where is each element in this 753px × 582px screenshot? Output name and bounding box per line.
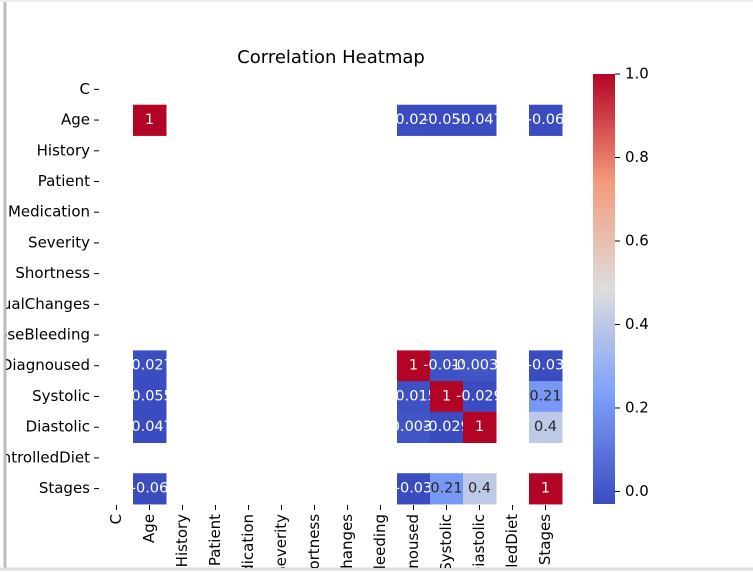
y-tick-label: Patient: [38, 172, 90, 190]
x-tick-label: Stages: [536, 514, 554, 565]
y-tick-label: ControlledDiet: [0, 448, 90, 466]
x-tick-label: NoseBleeding: [371, 514, 389, 582]
cell-label: -0.055: [423, 112, 470, 128]
y-tick-label: Shortness: [15, 264, 90, 282]
cell-label: -0.0035: [386, 419, 442, 435]
cell: [133, 473, 167, 505]
cell: [430, 381, 464, 413]
cell-label: -0.015: [390, 388, 437, 404]
cell: [529, 411, 563, 444]
y-tick-label: Diastolic: [26, 418, 90, 436]
cell-label: 1: [442, 388, 451, 404]
cell-label: -0.029: [423, 419, 470, 435]
colorbar-tick-label: 0.8: [625, 148, 649, 166]
cell: [463, 473, 497, 505]
cell: [397, 473, 431, 505]
x-tick-label: History: [173, 514, 191, 567]
cell: [430, 411, 464, 444]
cell-label: -0.03: [395, 481, 433, 497]
cell-label: -0.03: [527, 358, 565, 374]
x-tick-label: VisualChanges: [338, 514, 356, 582]
cell-label: 1: [541, 481, 550, 497]
x-tick-label: Patient: [206, 514, 224, 566]
cell-label: -0.047: [126, 419, 173, 435]
colorbar-tick-label: 0.2: [625, 398, 649, 416]
cell: [133, 411, 167, 444]
x-tick-label: Diagnoused: [404, 514, 422, 582]
colorbar-tick-label: 0.4: [625, 315, 649, 333]
y-tick-label: Age: [61, 111, 90, 129]
y-tick-label: NoseBleeding: [0, 326, 90, 344]
cell: [397, 381, 431, 413]
cell: [529, 350, 563, 382]
y-tick-label: Systolic: [32, 387, 90, 405]
cell-label: 0.21: [529, 388, 561, 404]
cell-label: -0.029: [456, 388, 503, 404]
colorbar: [593, 74, 615, 504]
cell-label: 1: [475, 419, 484, 435]
cell: [397, 350, 431, 382]
x-tick-label: Systolic: [437, 514, 455, 572]
cell-label: -0.06: [527, 112, 565, 128]
x-tick-label: Age: [140, 514, 158, 543]
y-tick-label: C: [80, 80, 90, 98]
cell-label: -0.027: [390, 112, 437, 128]
colorbar-tick-label: 0.0: [625, 482, 649, 500]
y-tick-label: Medication: [8, 203, 90, 221]
x-tick-label: Severity: [272, 514, 290, 576]
plot: C C Age Age History History Patient Patient Medi…: [0, 80, 565, 582]
cell: [463, 381, 497, 413]
cell: [529, 473, 563, 505]
x-tick-label: C: [107, 514, 125, 524]
x-tick-label: Medication: [239, 514, 257, 582]
cell-label: 0.21: [430, 481, 462, 497]
cell-label: 1: [409, 358, 418, 374]
cell: [463, 104, 497, 136]
cell: [463, 350, 497, 382]
cell: [529, 381, 563, 413]
y-tick-label: VisualChanges: [0, 295, 90, 313]
cell: [430, 473, 464, 505]
y-tick-label: Stages: [39, 479, 90, 497]
cell: [430, 350, 464, 382]
cell-label: -0.027: [126, 358, 173, 374]
cell: [133, 350, 167, 382]
colorbar-tick-label: 1.0: [625, 65, 649, 83]
cell-label: -0.015: [423, 358, 470, 374]
x-tick-label: Shortness: [305, 514, 323, 582]
cell: [529, 104, 563, 136]
x-tick-label: Diastolic: [470, 514, 488, 578]
cell: [430, 104, 464, 136]
y-tick-label: Severity: [28, 233, 90, 251]
chart-title: Correlation Heatmap: [237, 47, 425, 68]
cell-label: 1: [145, 112, 154, 128]
cell: [397, 104, 431, 136]
cell-label: -0.06: [131, 481, 169, 497]
x-tick-label: ControlledDiet: [503, 514, 521, 582]
cell: [133, 381, 167, 413]
cell-label: -0.047: [456, 112, 503, 128]
cell-label: 0.4: [468, 481, 491, 497]
cell: [133, 104, 167, 136]
colorbar-tick-label: 0.6: [625, 231, 649, 249]
cell-label: 0.4: [534, 419, 557, 435]
cell-label: -0.0035: [452, 358, 508, 374]
cell-label: -0.055: [126, 388, 173, 404]
cell: [463, 411, 497, 444]
y-tick-label: Diagnoused: [1, 356, 90, 374]
y-tick-label: History: [37, 141, 90, 159]
cell: [397, 411, 431, 444]
